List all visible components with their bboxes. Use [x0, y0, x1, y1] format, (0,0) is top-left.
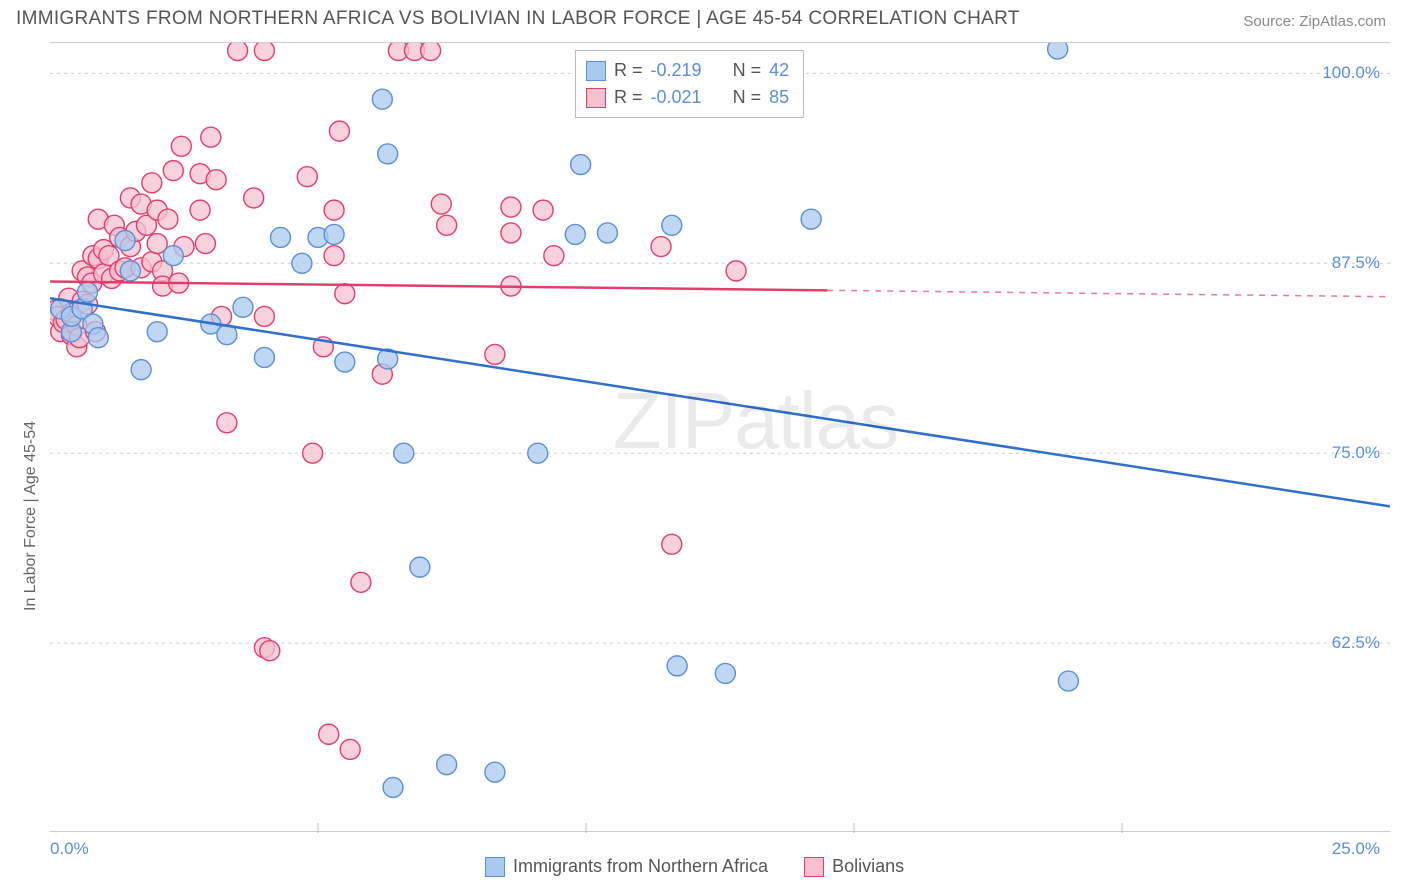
legend-item: Immigrants from Northern Africa: [485, 853, 768, 880]
legend-swatch: [586, 61, 606, 81]
y-axis-label: In Labor Force | Age 45-54: [22, 421, 40, 611]
x-tick-label: 25.0%: [1332, 839, 1380, 859]
legend-label: Bolivians: [832, 853, 904, 880]
source-attribution: Source: ZipAtlas.com: [1243, 13, 1386, 30]
series-legend: Immigrants from Northern Africa Bolivians: [485, 853, 904, 880]
legend-swatch: [485, 857, 505, 877]
legend-label: Immigrants from Northern Africa: [513, 853, 768, 880]
y-tick-label: 75.0%: [1332, 443, 1380, 463]
scatter-plot-svg: [50, 43, 1390, 833]
stats-row: R = -0.219 N = 42: [586, 57, 789, 84]
legend-swatch: [804, 857, 824, 877]
chart-title: IMMIGRANTS FROM NORTHERN AFRICA VS BOLIV…: [16, 8, 1020, 30]
stats-row: R = -0.021 N = 85: [586, 84, 789, 111]
x-tick-label: 0.0%: [50, 839, 89, 859]
y-tick-label: 100.0%: [1322, 63, 1380, 83]
y-tick-label: 87.5%: [1332, 253, 1380, 273]
legend-swatch: [586, 88, 606, 108]
correlation-stats-box: R = -0.219 N = 42 R = -0.021 N = 85: [575, 50, 804, 118]
chart-plot-area: ZIPatlas 62.5%75.0%87.5%100.0%0.0%25.0%: [50, 42, 1390, 832]
y-tick-label: 62.5%: [1332, 633, 1380, 653]
legend-item: Bolivians: [804, 853, 904, 880]
